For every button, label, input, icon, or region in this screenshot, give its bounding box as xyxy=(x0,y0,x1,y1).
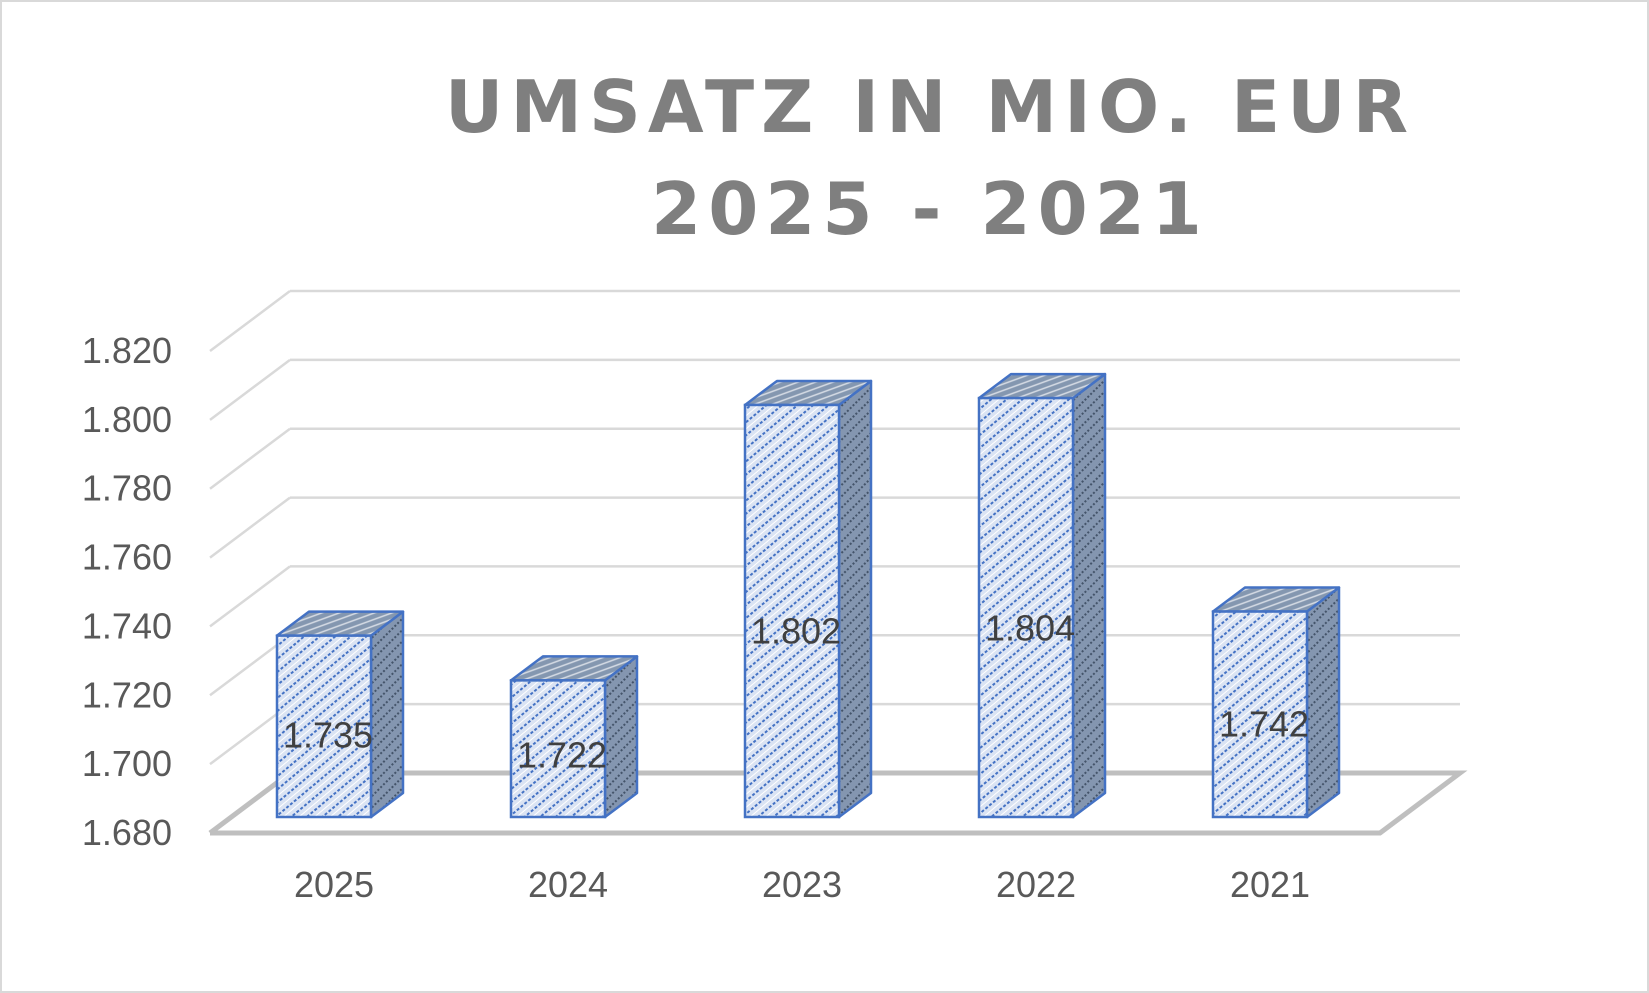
bar-side-2023 xyxy=(837,379,873,819)
y-tick-label: 1.740 xyxy=(82,605,172,646)
bar-side-2024 xyxy=(603,655,639,819)
x-tick-label-2021: 2021 xyxy=(1230,864,1310,905)
y-axis-tick-labels: 1.680 1.700 1.720 1.740 1.760 1.780 1.800 1.820 xyxy=(82,330,172,853)
gridline-side-1820 xyxy=(209,290,291,352)
bar-2025 xyxy=(275,634,373,819)
chart-title: UMSATZ IN MIO. EUR 2025 - 2021 xyxy=(444,65,1416,251)
data-labels: 1.735 1.722 1.802 1.804 1.742 xyxy=(283,607,1309,775)
data-label-2022: 1.804 xyxy=(985,607,1075,648)
y-tick-label: 1.780 xyxy=(82,468,172,509)
floor-outline xyxy=(208,770,1468,836)
x-tick-label-2024: 2024 xyxy=(528,864,608,905)
x-tick-label-2023: 2023 xyxy=(762,864,842,905)
x-tick-label-2025: 2025 xyxy=(294,864,374,905)
bar-2024 xyxy=(509,679,607,819)
y-tick-label: 1.700 xyxy=(82,743,172,784)
bar-side-2025 xyxy=(369,610,405,819)
x-tick-label-2022: 2022 xyxy=(996,864,1076,905)
gridline-side-1780 xyxy=(209,427,291,490)
floor-layer xyxy=(208,770,1468,836)
bar-layer xyxy=(275,372,1341,819)
y-tick-label: 1.720 xyxy=(82,674,172,715)
y-tick-label: 1.820 xyxy=(82,330,172,371)
y-tick-label: 1.800 xyxy=(82,399,172,440)
y-tick-label: 1.680 xyxy=(82,812,172,853)
x-axis-category-labels: 2025 2024 2023 2022 2021 xyxy=(294,864,1310,905)
bar-side-2021 xyxy=(1305,586,1341,819)
gridline-side-1740 xyxy=(209,565,291,628)
bar-side-2022 xyxy=(1071,372,1107,819)
y-tick-label: 1.760 xyxy=(82,537,172,578)
data-label-2023: 1.802 xyxy=(751,611,841,652)
data-label-2021: 1.742 xyxy=(1219,704,1309,745)
gridline-side-1800 xyxy=(209,358,291,421)
data-label-2024: 1.722 xyxy=(517,735,607,776)
bar-2021 xyxy=(1211,610,1309,819)
bar-2023 xyxy=(743,403,841,819)
data-label-2025: 1.735 xyxy=(283,714,373,755)
bar-2022 xyxy=(977,396,1075,819)
gridline-side-1760 xyxy=(209,496,291,559)
